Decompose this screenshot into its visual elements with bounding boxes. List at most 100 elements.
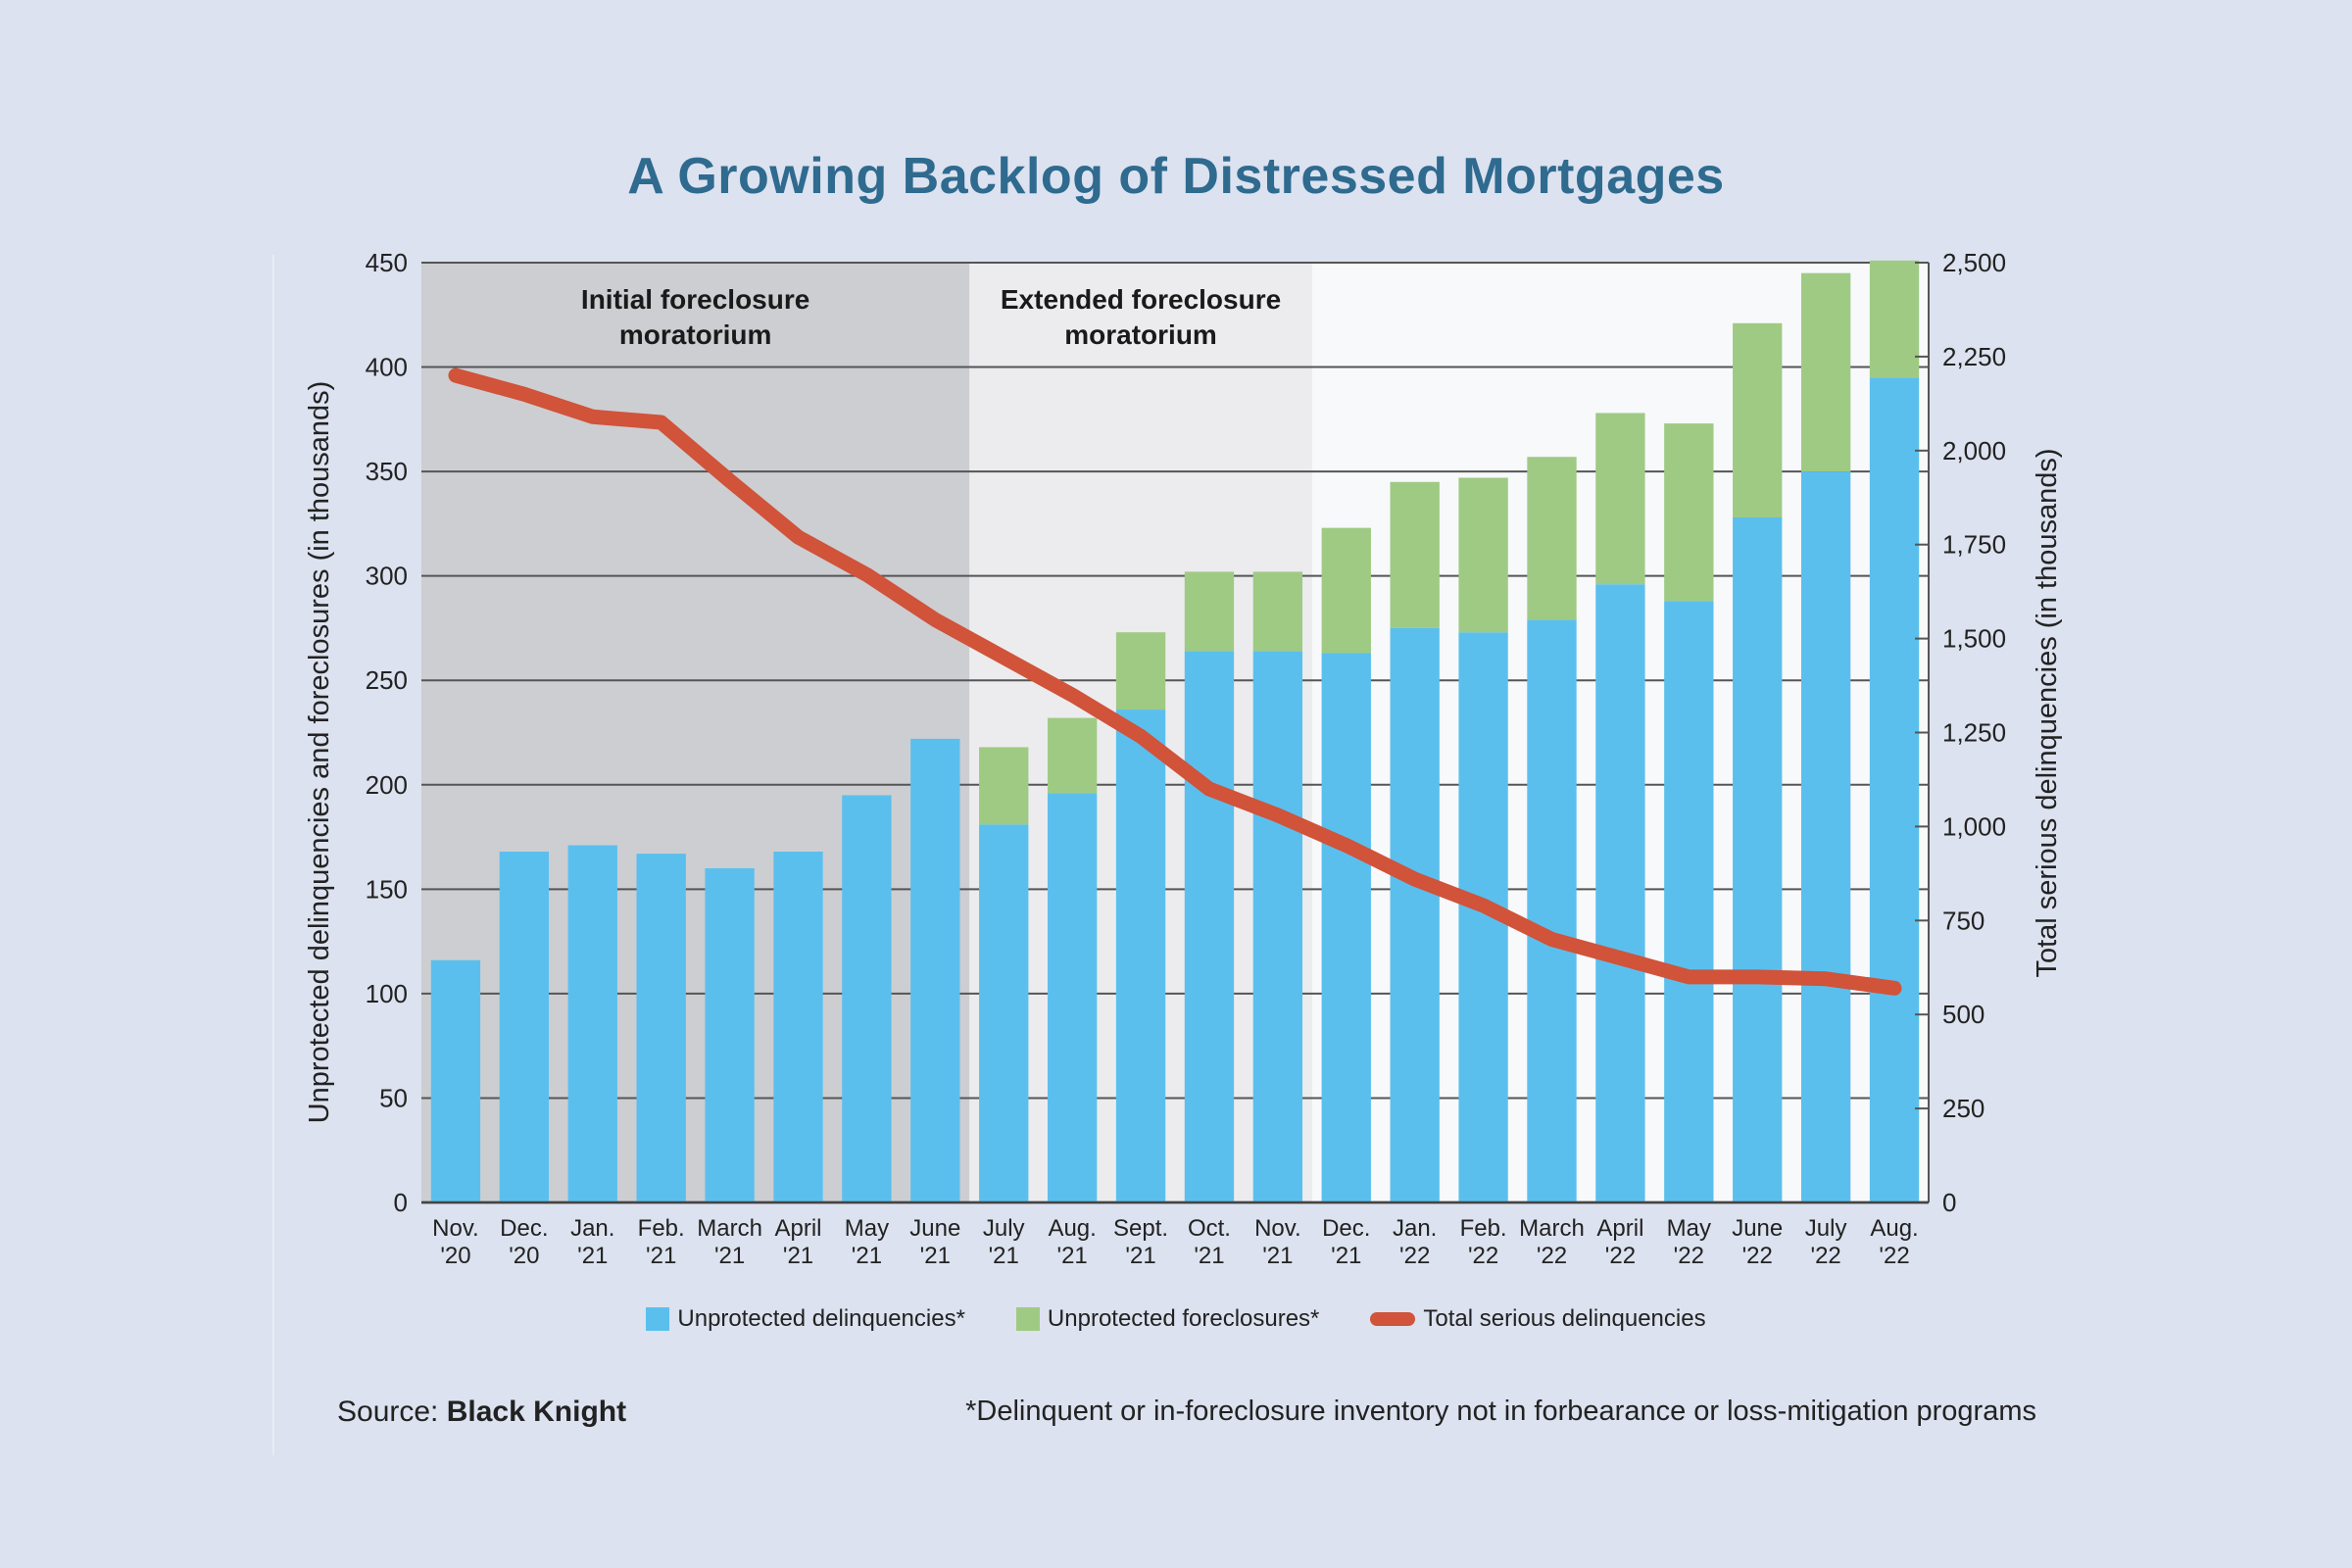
- source-note: Source: Black Knight: [337, 1396, 626, 1429]
- x-tick-label: Aug.: [1870, 1215, 1918, 1242]
- y-tick-label: 450: [366, 248, 408, 277]
- x-tick-label: June: [909, 1215, 960, 1242]
- bar-foreclosures: [1184, 571, 1235, 652]
- x-tick-label: '21: [1125, 1243, 1155, 1269]
- x-tick-label: '21: [1194, 1243, 1224, 1269]
- x-tick-label: '21: [852, 1243, 882, 1269]
- y-right-tick-label: 2,000: [1942, 436, 2006, 466]
- y-tick-label: 300: [366, 562, 408, 591]
- x-tick-label: '21: [1331, 1243, 1361, 1269]
- frame-divider: [272, 255, 274, 1455]
- y-tick-label: 200: [366, 770, 408, 800]
- x-tick-label: '22: [1742, 1243, 1773, 1269]
- x-tick-label: Feb.: [1460, 1215, 1507, 1242]
- x-tick-label: '21: [1056, 1243, 1087, 1269]
- y-right-tick-label: 0: [1942, 1188, 1956, 1217]
- chart-title: A Growing Backlog of Distressed Mortgage…: [627, 148, 1725, 205]
- x-tick-label: March: [697, 1215, 762, 1242]
- x-tick-label: June: [1732, 1215, 1783, 1242]
- x-tick-label: Dec.: [1322, 1215, 1370, 1242]
- y-axis-right-title: Total serious delinquencies (in thousand…: [2032, 448, 2063, 977]
- y-right-tick-label: 1,250: [1942, 718, 2006, 748]
- x-tick-label: '20: [440, 1243, 470, 1269]
- legend-swatch-delinquencies: [646, 1307, 670, 1331]
- bar-foreclosures: [1458, 477, 1508, 633]
- x-tick-label: April: [1596, 1215, 1643, 1242]
- bar-delinquencies: [979, 824, 1029, 1202]
- bar-foreclosures: [1390, 481, 1440, 628]
- y-right-tick-label: 750: [1942, 906, 1984, 935]
- legend-item-total-serious: Total serious delinquencies: [1370, 1305, 1706, 1333]
- y-right-tick-label: 2,250: [1942, 342, 2006, 371]
- bar-delinquencies: [1321, 653, 1371, 1202]
- bar-delinquencies: [567, 845, 617, 1202]
- region-label: moratorium: [619, 319, 772, 350]
- x-tick-label: '20: [509, 1243, 539, 1269]
- x-tick-label: Oct.: [1188, 1215, 1231, 1242]
- y-right-tick-label: 250: [1942, 1094, 1984, 1123]
- footnote: *Delinquent or in-foreclosure inventory …: [965, 1396, 2036, 1427]
- y-tick-label: 0: [394, 1188, 408, 1217]
- y-tick-label: 400: [366, 353, 408, 382]
- x-tick-label: '22: [1399, 1243, 1430, 1269]
- x-tick-label: July: [1805, 1215, 1847, 1242]
- region-label: Extended foreclosure: [1001, 284, 1281, 315]
- bar-delinquencies: [1733, 516, 1783, 1202]
- bar-delinquencies: [1800, 471, 1851, 1203]
- y-axis-title: Unprotected delinquencies and foreclosur…: [304, 381, 335, 1124]
- legend-swatch-total-serious: [1370, 1312, 1416, 1326]
- bar-foreclosures: [1800, 272, 1851, 472]
- x-tick-label: '22: [1810, 1243, 1840, 1269]
- region-label: Initial foreclosure: [581, 284, 809, 315]
- bar-foreclosures: [1252, 571, 1303, 652]
- x-tick-label: '21: [989, 1243, 1019, 1269]
- legend-label: Total serious delinquencies: [1423, 1305, 1706, 1332]
- y-right-tick-label: 2,500: [1942, 248, 2006, 277]
- x-tick-label: July: [983, 1215, 1025, 1242]
- bar-delinquencies: [705, 868, 755, 1202]
- legend-swatch-foreclosures: [1015, 1307, 1040, 1331]
- legend-item-delinquencies: Unprotected delinquencies*: [646, 1305, 965, 1333]
- bar-foreclosures: [1595, 413, 1645, 585]
- source-prefix: Source:: [337, 1396, 447, 1428]
- bar-delinquencies: [1184, 651, 1235, 1202]
- x-tick-label: '21: [577, 1243, 608, 1269]
- y-right-tick-label: 1,750: [1942, 530, 2006, 560]
- bar-delinquencies: [1115, 710, 1166, 1202]
- x-tick-label: May: [1667, 1215, 1711, 1242]
- bar-delinquencies: [1527, 619, 1577, 1202]
- x-tick-label: '21: [1262, 1243, 1293, 1269]
- bar-foreclosures: [1527, 457, 1577, 620]
- source-name: Black Knight: [446, 1396, 627, 1428]
- bar-foreclosures: [1115, 632, 1166, 710]
- legend-label: Unprotected delinquencies*: [677, 1305, 965, 1332]
- bar-delinquencies: [910, 738, 960, 1202]
- bar-delinquencies: [1252, 651, 1303, 1202]
- bar-foreclosures: [1664, 423, 1714, 602]
- x-tick-label: Jan.: [1393, 1215, 1437, 1242]
- x-tick-label: '22: [1674, 1243, 1704, 1269]
- bar-delinquencies: [1595, 584, 1645, 1202]
- bar-delinquencies: [1390, 627, 1440, 1202]
- y-right-tick-label: 500: [1942, 1000, 1984, 1029]
- x-tick-label: Nov.: [1254, 1215, 1301, 1242]
- bar-delinquencies: [1664, 601, 1714, 1202]
- y-tick-label: 50: [379, 1083, 408, 1112]
- x-tick-label: Sept.: [1113, 1215, 1168, 1242]
- bar-delinquencies: [842, 795, 892, 1202]
- x-tick-label: '22: [1605, 1243, 1636, 1269]
- bar-delinquencies: [636, 854, 686, 1202]
- region-label: moratorium: [1064, 319, 1217, 350]
- bar-foreclosures: [1733, 322, 1783, 517]
- y-tick-label: 100: [366, 979, 408, 1008]
- bar-foreclosures: [979, 747, 1029, 825]
- legend: Unprotected delinquencies* Unprotected f…: [0, 1305, 2352, 1333]
- bar-foreclosures: [1869, 260, 1920, 378]
- x-tick-label: '21: [920, 1243, 951, 1269]
- x-tick-label: '21: [783, 1243, 813, 1269]
- y-tick-label: 250: [366, 665, 408, 695]
- bar-delinquencies: [773, 851, 823, 1202]
- y-tick-label: 150: [366, 874, 408, 904]
- y-right-tick-label: 1,000: [1942, 811, 2006, 841]
